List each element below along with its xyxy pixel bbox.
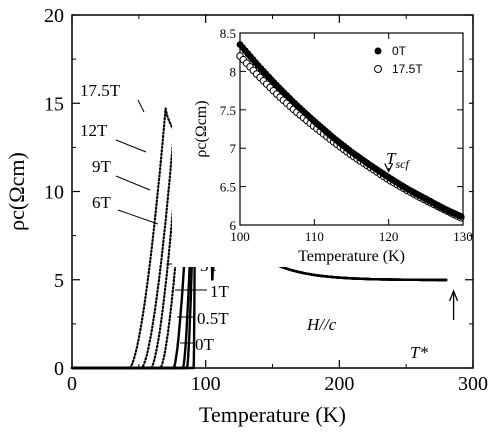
main-y-tick-label: 15: [44, 93, 64, 115]
main-y-tick-label: 5: [54, 270, 64, 292]
curve-label-9T: 9T: [92, 157, 112, 176]
curve-label-leader: [137, 99, 145, 113]
curve-label-1T: 1T: [210, 282, 230, 301]
inset-y-tick-label: 8.5: [220, 26, 236, 41]
main-y-tick-label: 20: [44, 5, 64, 27]
inset-y-tick-label: 6.5: [220, 180, 236, 195]
curve-label-6T: 6T: [92, 193, 112, 212]
main-x-tick-label: 100: [191, 373, 221, 395]
curve-label-17.5T: 17.5T: [80, 81, 121, 100]
legend-marker-0T: [374, 47, 382, 55]
main-x-tick-label: 200: [324, 373, 354, 395]
field-direction-label: H//c: [306, 315, 337, 334]
main-y-axis-label: ρc(Ωcm): [4, 152, 29, 231]
curve-label-leader: [115, 139, 147, 153]
legend-label-0T: 0T: [392, 44, 407, 58]
inset-y-tick-label: 7.5: [220, 103, 236, 118]
inset-plot: 100 110 120 130 6 6.5 7 7.5 8 8.5 0T 17.5T: [172, 23, 473, 267]
inset-x-tick-label: 100: [230, 229, 250, 244]
inset-y-tick-label: 8: [230, 64, 237, 79]
inset-marker-0T: [457, 213, 465, 220]
t-star-label: T*: [410, 343, 428, 362]
t-scf-arrowhead: [384, 163, 394, 173]
inset-x-tick-label: 110: [305, 229, 324, 244]
main-x-tick-label: 0: [67, 373, 77, 395]
inset-y-tick-label: 7: [230, 141, 237, 156]
curve-label-0.5T: 0.5T: [197, 309, 229, 328]
legend-label-17-5T: 17.5T: [392, 62, 423, 76]
main-y-tick-label: 0: [54, 358, 64, 380]
t-scf-label: Tscf: [386, 149, 410, 171]
inset-x-axis-label: Temperature (K): [298, 248, 405, 265]
inset-y-tick-label: 6: [230, 218, 237, 233]
curve-label-12T: 12T: [80, 121, 108, 140]
curve-label-leader: [115, 175, 151, 191]
main-x-axis-label: Temperature (K): [199, 402, 346, 427]
curve-label-0T: 0T: [195, 335, 215, 354]
t-star-arrowhead: [448, 289, 459, 302]
inset-x-tick-label: 120: [379, 229, 399, 244]
inset-x-tick-label: 130: [453, 229, 473, 244]
t-scf-main: T: [386, 149, 397, 168]
t-scf-subscript: scf: [395, 157, 410, 171]
main-x-tick-label: 300: [458, 373, 488, 395]
curve-label-leader: [117, 209, 159, 225]
inset-background: [172, 23, 469, 267]
inset-y-axis-label: ρc(Ωcm): [193, 100, 210, 157]
main-y-tick-label: 10: [44, 182, 64, 204]
legend-marker-17-5T: [374, 65, 382, 73]
inset-frame: [239, 32, 464, 226]
